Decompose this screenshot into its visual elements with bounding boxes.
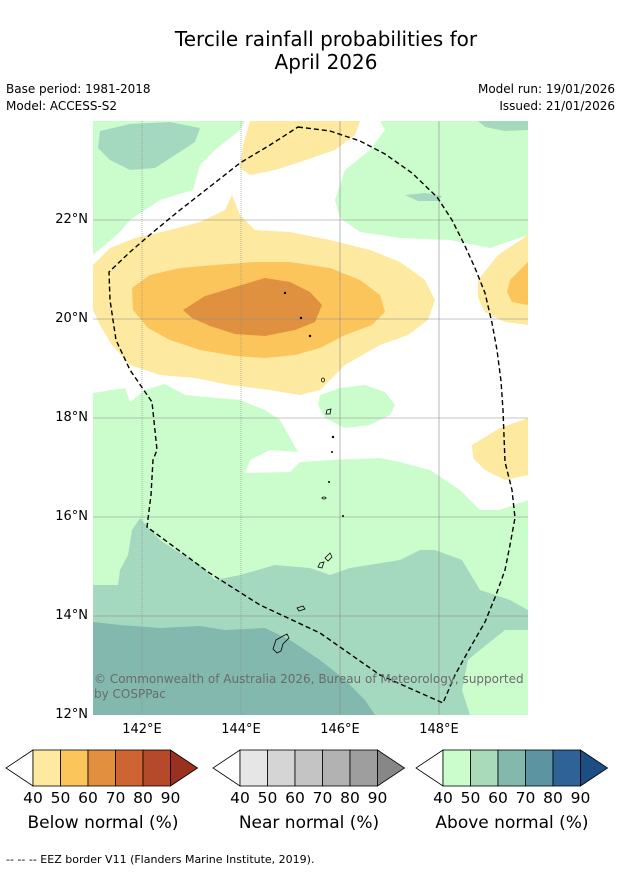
- legend-above-segment: [442, 749, 471, 787]
- legend-above-tick: 70: [515, 789, 536, 807]
- above-50-region-dot: [405, 193, 442, 201]
- legend-below-tick: 50: [50, 789, 71, 807]
- legend-near-segment: [267, 749, 296, 787]
- legend-near-segment: [294, 749, 323, 787]
- legend-below-segment: [142, 749, 171, 787]
- lat-label-14n: 14°N: [55, 608, 88, 623]
- legend-above-segment: [470, 749, 499, 787]
- legend-above-normal: [415, 749, 609, 787]
- legend-near-lower-arrow: [212, 749, 241, 787]
- legend-above-lower-arrow: [415, 749, 444, 787]
- lon-label-148e: 148°E: [419, 722, 459, 737]
- legend-near-tick: 70: [312, 789, 333, 807]
- legend-title-above: Above normal (%): [435, 813, 589, 833]
- lat-label-18n: 18°N: [55, 410, 88, 425]
- title-line-2: April 2026: [274, 50, 378, 74]
- islands: [272, 291, 344, 654]
- model-name: Model: ACCESS-S2: [6, 99, 118, 113]
- legend-near-segment: [239, 749, 268, 787]
- eez-border: [108, 126, 516, 704]
- map-title: Tercile rainfall probabilities for April…: [0, 28, 621, 74]
- title-line-1: Tercile rainfall probabilities for: [174, 27, 478, 51]
- legend-below-tick: 60: [78, 789, 98, 807]
- base-period: Base period: 1981-2018: [6, 82, 151, 96]
- legend-below-tick: 40: [23, 789, 43, 807]
- above-50-region-northwest: [98, 122, 200, 170]
- below-40-region-southeast: [472, 418, 528, 480]
- legend-above-segment: [497, 749, 526, 787]
- legend-above-segment: [525, 749, 554, 787]
- legend-below-segment: [115, 749, 144, 787]
- legend-below-tick: 70: [105, 789, 126, 807]
- legend-below-tick: 90: [160, 789, 181, 807]
- legend-near-segment: [349, 749, 378, 787]
- legend-below-normal: [5, 749, 199, 787]
- issued-date: Issued: 21/01/2026: [499, 99, 615, 113]
- above-40-region-island: [318, 385, 395, 428]
- lat-label-20n: 20°N: [55, 311, 88, 326]
- legend-above-tick: 90: [570, 789, 591, 807]
- legend-near-tick: 40: [230, 789, 250, 807]
- below-40-region-north: [240, 121, 360, 175]
- meta-left: Base period: 1981-2018 Model: ACCESS-S2: [6, 81, 151, 115]
- lon-label-144e: 144°E: [221, 722, 261, 737]
- legend-above-tick: 60: [488, 789, 508, 807]
- legend-above-tick: 50: [460, 789, 481, 807]
- above-60-region-south: [93, 622, 375, 715]
- legend-near-tick: 90: [367, 789, 388, 807]
- legend-near-tick: 80: [340, 789, 360, 807]
- meta-right: Model run: 19/01/2026 Issued: 21/01/2026: [478, 81, 615, 115]
- legend-below-segment: [60, 749, 89, 787]
- legend-near-upper-arrow: [377, 749, 406, 787]
- legend-title-below: Below normal (%): [27, 813, 179, 833]
- legend-above-segment: [552, 749, 581, 787]
- gridlines: [93, 121, 528, 715]
- lat-label-16n: 16°N: [55, 509, 88, 524]
- lon-label-142e: 142°E: [122, 722, 162, 737]
- lon-label-146e: 146°E: [320, 722, 360, 737]
- model-run: Model run: 19/01/2026: [477, 82, 615, 96]
- legend-bars: [5, 749, 609, 787]
- above-50-region-northeast: [478, 121, 528, 131]
- legend-near-tick: 50: [257, 789, 278, 807]
- lat-label-22n: 22°N: [55, 212, 88, 227]
- legend-below-segment: [87, 749, 116, 787]
- lat-label-12n: 12°N: [55, 707, 88, 722]
- below-50-region-east: [507, 262, 528, 305]
- legend-near-normal: [212, 749, 406, 787]
- legend-near-tick: 60: [285, 789, 305, 807]
- legend-title-near: Near normal (%): [238, 813, 380, 833]
- legend-below-upper-arrow: [170, 749, 199, 787]
- legend-above-tick: 40: [433, 789, 453, 807]
- eez-footnote: -- -- -- EEZ border V11 (Flanders Marine…: [6, 853, 315, 866]
- legend-below-tick: 80: [133, 789, 153, 807]
- legend-above-tick: 80: [543, 789, 563, 807]
- legend-below-segment: [32, 749, 61, 787]
- below-60-region-central: [183, 278, 322, 336]
- copyright-notice: © Commonwealth of Australia 2026, Bureau…: [94, 672, 524, 701]
- legend-below-lower-arrow: [5, 749, 34, 787]
- legend-above-upper-arrow: [580, 749, 609, 787]
- legend-near-segment: [322, 749, 351, 787]
